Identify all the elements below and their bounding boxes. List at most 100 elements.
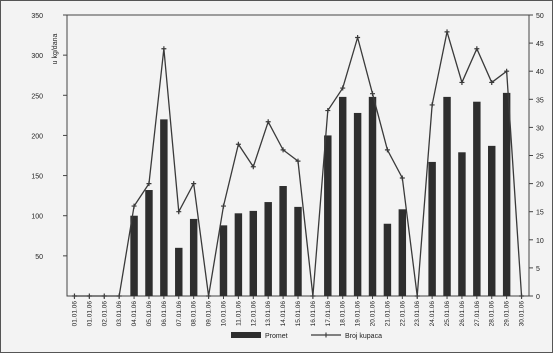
x-tick-label: 29.01.06 — [504, 301, 511, 327]
line-point — [265, 119, 271, 125]
y2-tick-label: 15 — [536, 210, 544, 217]
x-tick-label: 26.01.06 — [459, 301, 466, 327]
x-tick-label: 01.01.06 — [71, 301, 78, 327]
line-point — [429, 102, 435, 108]
y-tick-label: 50 — [35, 254, 43, 261]
x-tick-label: 27.01.06 — [474, 301, 481, 327]
line-point — [146, 181, 152, 187]
bar-promet — [338, 96, 347, 297]
line-point — [340, 85, 346, 91]
x-tick-label: 13.01.06 — [265, 301, 272, 327]
bar-promet — [324, 135, 332, 296]
bar-promet — [502, 92, 511, 297]
x-tick-label: 03.01.06 — [116, 301, 123, 327]
y-tick-label: 200 — [31, 133, 43, 140]
x-tick-label: 24.01.06 — [429, 301, 436, 327]
line-point — [504, 68, 510, 74]
line-point — [355, 34, 361, 40]
x-tick-label: 25.01.06 — [444, 301, 451, 327]
line-point — [131, 203, 137, 209]
bar-promet — [234, 213, 243, 296]
line-point — [474, 46, 480, 52]
bar-promet — [353, 112, 362, 296]
x-tick-label: 02.01.06 — [101, 301, 108, 327]
bar-promet — [368, 96, 377, 297]
bar-promet — [189, 218, 198, 296]
line-point — [295, 158, 301, 164]
bar-promet — [279, 186, 287, 296]
line-point — [220, 203, 226, 209]
y-tick-label: 100 — [31, 214, 43, 221]
bar-promet — [145, 190, 153, 296]
x-tick-label: 04.01.06 — [131, 301, 138, 327]
legend-label-promet: Promet — [265, 333, 288, 340]
bar-promet — [249, 210, 258, 296]
legend-marker-broj-kupaca — [323, 332, 329, 338]
bar-promet — [130, 215, 138, 296]
bar-promet — [294, 206, 302, 296]
x-tick-label: 19.01.06 — [355, 301, 362, 327]
bar-promet — [264, 202, 272, 296]
bar-promet — [473, 101, 481, 296]
x-tick-label: 22.01.06 — [399, 301, 406, 327]
y-tick-label: 250 — [31, 93, 43, 100]
y2-tick-label: 5 — [536, 266, 540, 273]
line-point — [370, 91, 376, 97]
y2-tick-label: 40 — [536, 69, 544, 76]
x-tick-label: 12.01.06 — [250, 301, 257, 327]
y2-tick-label: 30 — [536, 125, 544, 132]
line-point — [161, 46, 167, 52]
bar-promet — [458, 152, 466, 296]
line-point — [444, 29, 450, 35]
x-tick-label: 21.01.06 — [384, 301, 391, 327]
y-axis-title: u kg/dana — [52, 34, 59, 65]
y2-tick-label: 10 — [536, 238, 544, 245]
y-tick-label: 350 — [31, 13, 43, 20]
y-tick-label: 150 — [31, 174, 43, 181]
bar-promet — [488, 145, 496, 296]
line-point — [250, 164, 256, 170]
y2-tick-label: 35 — [536, 97, 544, 104]
x-tick-label: 16.01.06 — [310, 301, 317, 327]
y2-tick-label: 45 — [536, 41, 544, 48]
x-tick-label: 10.01.06 — [220, 301, 227, 327]
line-point — [459, 79, 465, 85]
x-tick-label: 20.01.06 — [370, 301, 377, 327]
x-tick-label: 07.01.06 — [176, 301, 183, 327]
x-tick-label: 05.01.06 — [146, 301, 153, 327]
line-point — [384, 147, 390, 153]
legend-label-broj-kupaca: Broj kupaca — [345, 333, 382, 340]
bar-promet — [443, 96, 451, 297]
bar-promet — [175, 247, 183, 296]
x-tick-label: 08.01.06 — [191, 301, 198, 327]
x-tick-label: 11.01.06 — [235, 301, 242, 326]
legend-swatch-promet — [231, 332, 261, 338]
y2-tick-label: 20 — [536, 182, 544, 189]
bar-promet — [219, 225, 228, 296]
y2-tick-label: 0 — [536, 294, 540, 301]
line-point — [325, 108, 331, 114]
x-tick-label: 17.01.06 — [325, 301, 332, 327]
x-tick-label: 14.01.06 — [280, 301, 287, 327]
line-point — [280, 147, 286, 153]
bar-promet — [160, 119, 168, 296]
line-point — [191, 181, 197, 187]
bar-promet — [398, 209, 407, 296]
line-point — [176, 209, 182, 215]
y2-tick-label: 50 — [536, 13, 544, 20]
x-tick-label: 01.01.06 — [86, 301, 93, 327]
x-tick-label: 30.01.06 — [519, 301, 526, 327]
y-tick-label: 300 — [31, 53, 43, 60]
line-point — [489, 79, 495, 85]
x-tick-label: 09.01.06 — [206, 301, 213, 327]
x-tick-label: 06.01.06 — [161, 301, 168, 327]
x-tick-label: 28.01.06 — [489, 301, 496, 327]
x-tick-label: 18.01.06 — [340, 301, 347, 327]
line-point — [235, 141, 241, 147]
bar-promet — [428, 161, 436, 296]
bar-promet — [383, 223, 392, 296]
x-tick-label: 15.01.06 — [295, 301, 302, 327]
line-point — [399, 175, 405, 181]
